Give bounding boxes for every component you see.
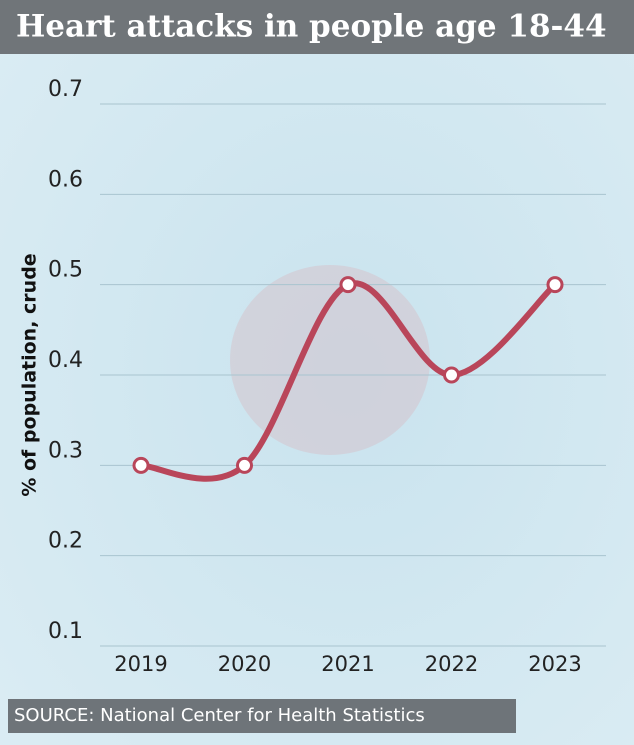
x-tick-label: 2022 xyxy=(425,652,478,676)
x-tick-label: 2020 xyxy=(218,652,271,676)
y-tick-label: 0.5 xyxy=(48,258,83,283)
y-axis-label: % of population, crude xyxy=(19,253,41,496)
y-tick-label: 0.4 xyxy=(48,348,83,373)
source-bar xyxy=(8,699,516,733)
source: SOURCE: National Center for Health Stati… xyxy=(14,705,425,726)
y-tick-label: 0.1 xyxy=(48,619,83,644)
x-tick-label: 2021 xyxy=(321,652,374,676)
y-tick-label: 0.3 xyxy=(48,438,83,463)
y-tick-label: 0.7 xyxy=(48,77,83,102)
data-point xyxy=(132,456,150,474)
data-point xyxy=(443,366,460,384)
x-tick-label: 2019 xyxy=(114,652,167,676)
x-tick-label: 2023 xyxy=(528,652,581,676)
data-point xyxy=(546,276,564,294)
data-point xyxy=(339,276,357,294)
y-tick-label: 0.2 xyxy=(48,529,83,554)
data-point xyxy=(236,456,253,474)
chart-title: Heart attacks in people age 18-44 xyxy=(16,9,607,45)
title-bar xyxy=(0,0,634,54)
y-tick-label: 0.6 xyxy=(48,167,83,192)
background-decoration xyxy=(230,265,430,455)
